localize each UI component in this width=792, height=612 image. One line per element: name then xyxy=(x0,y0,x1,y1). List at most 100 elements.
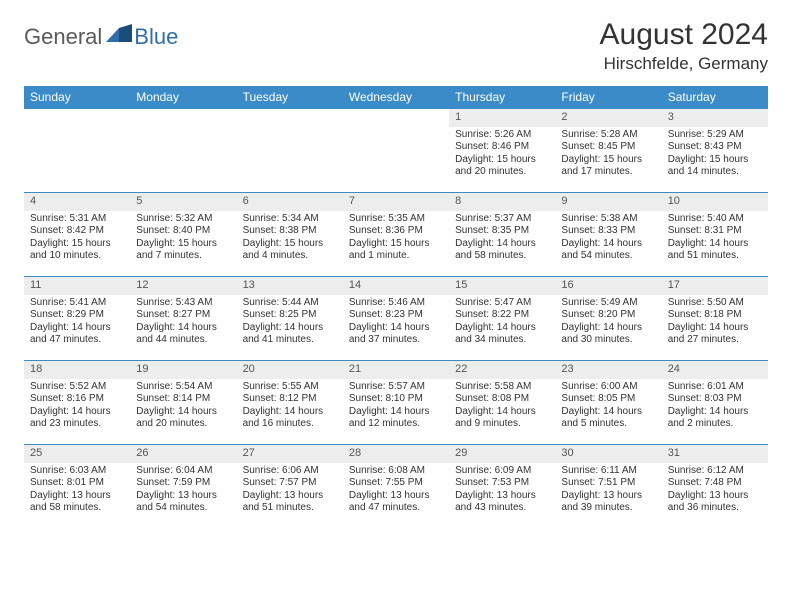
calendar-day-cell: 5Sunrise: 5:32 AMSunset: 8:40 PMDaylight… xyxy=(130,192,236,276)
daylight-line2: and 4 minutes. xyxy=(243,250,337,263)
daylight-line1: Daylight: 14 hours xyxy=(136,406,230,419)
daylight-line2: and 37 minutes. xyxy=(349,334,443,347)
calendar-page: General Blue August 2024 Hirschfelde, Ge… xyxy=(0,0,792,540)
daylight-line1: Daylight: 13 hours xyxy=(561,490,655,503)
daylight-line1: Daylight: 14 hours xyxy=(455,406,549,419)
sunrise-text: Sunrise: 5:41 AM xyxy=(30,297,124,310)
sunset-text: Sunset: 8:16 PM xyxy=(30,393,124,406)
daylight-line1: Daylight: 14 hours xyxy=(561,238,655,251)
day-header: Saturday xyxy=(662,86,768,108)
daylight-line1: Daylight: 14 hours xyxy=(349,406,443,419)
daylight-line2: and 39 minutes. xyxy=(561,502,655,515)
day-number: 7 xyxy=(343,192,449,211)
sunrise-text: Sunrise: 5:58 AM xyxy=(455,381,549,394)
calendar-day-cell xyxy=(237,108,343,192)
brand-text-2: Blue xyxy=(134,24,178,50)
daylight-line1: Daylight: 13 hours xyxy=(136,490,230,503)
day-body: Sunrise: 5:29 AMSunset: 8:43 PMDaylight:… xyxy=(662,127,768,183)
daylight-line2: and 51 minutes. xyxy=(243,502,337,515)
daylight-line2: and 9 minutes. xyxy=(455,418,549,431)
sunset-text: Sunset: 8:29 PM xyxy=(30,309,124,322)
brand-text-1: General xyxy=(24,24,102,50)
day-number: 25 xyxy=(24,444,130,463)
calendar-day-cell: 2Sunrise: 5:28 AMSunset: 8:45 PMDaylight… xyxy=(555,108,661,192)
empty-day xyxy=(130,108,236,126)
sunrise-text: Sunrise: 6:12 AM xyxy=(668,465,762,478)
sunrise-text: Sunrise: 5:50 AM xyxy=(668,297,762,310)
calendar-day-cell: 9Sunrise: 5:38 AMSunset: 8:33 PMDaylight… xyxy=(555,192,661,276)
daylight-line1: Daylight: 14 hours xyxy=(561,322,655,335)
day-body: Sunrise: 5:37 AMSunset: 8:35 PMDaylight:… xyxy=(449,211,555,267)
day-body: Sunrise: 5:32 AMSunset: 8:40 PMDaylight:… xyxy=(130,211,236,267)
calendar-day-cell: 4Sunrise: 5:31 AMSunset: 8:42 PMDaylight… xyxy=(24,192,130,276)
calendar-header-row: Sunday Monday Tuesday Wednesday Thursday… xyxy=(24,86,768,108)
daylight-line2: and 51 minutes. xyxy=(668,250,762,263)
calendar-day-cell: 15Sunrise: 5:47 AMSunset: 8:22 PMDayligh… xyxy=(449,276,555,360)
daylight-line1: Daylight: 14 hours xyxy=(243,322,337,335)
daylight-line2: and 17 minutes. xyxy=(561,166,655,179)
calendar-body: 1Sunrise: 5:26 AMSunset: 8:46 PMDaylight… xyxy=(24,108,768,528)
daylight-line1: Daylight: 13 hours xyxy=(30,490,124,503)
day-body: Sunrise: 6:11 AMSunset: 7:51 PMDaylight:… xyxy=(555,463,661,519)
day-body: Sunrise: 5:46 AMSunset: 8:23 PMDaylight:… xyxy=(343,295,449,351)
daylight-line1: Daylight: 14 hours xyxy=(30,406,124,419)
day-number: 3 xyxy=(662,108,768,127)
sunset-text: Sunset: 8:20 PM xyxy=(561,309,655,322)
calendar-day-cell: 23Sunrise: 6:00 AMSunset: 8:05 PMDayligh… xyxy=(555,360,661,444)
sunrise-text: Sunrise: 5:28 AM xyxy=(561,129,655,142)
day-number: 10 xyxy=(662,192,768,211)
sunrise-text: Sunrise: 5:34 AM xyxy=(243,213,337,226)
sunset-text: Sunset: 8:45 PM xyxy=(561,141,655,154)
sunset-text: Sunset: 8:10 PM xyxy=(349,393,443,406)
sunset-text: Sunset: 8:33 PM xyxy=(561,225,655,238)
day-body: Sunrise: 6:03 AMSunset: 8:01 PMDaylight:… xyxy=(24,463,130,519)
calendar-day-cell: 22Sunrise: 5:58 AMSunset: 8:08 PMDayligh… xyxy=(449,360,555,444)
day-number: 17 xyxy=(662,276,768,295)
daylight-line2: and 10 minutes. xyxy=(30,250,124,263)
calendar-week-row: 18Sunrise: 5:52 AMSunset: 8:16 PMDayligh… xyxy=(24,360,768,444)
sunrise-text: Sunrise: 6:00 AM xyxy=(561,381,655,394)
sunset-text: Sunset: 8:03 PM xyxy=(668,393,762,406)
calendar-day-cell: 3Sunrise: 5:29 AMSunset: 8:43 PMDaylight… xyxy=(662,108,768,192)
calendar-week-row: 11Sunrise: 5:41 AMSunset: 8:29 PMDayligh… xyxy=(24,276,768,360)
day-body: Sunrise: 5:26 AMSunset: 8:46 PMDaylight:… xyxy=(449,127,555,183)
sunrise-text: Sunrise: 5:40 AM xyxy=(668,213,762,226)
calendar-day-cell: 30Sunrise: 6:11 AMSunset: 7:51 PMDayligh… xyxy=(555,444,661,528)
sunset-text: Sunset: 7:53 PM xyxy=(455,477,549,490)
day-number: 18 xyxy=(24,360,130,379)
sunrise-text: Sunrise: 5:49 AM xyxy=(561,297,655,310)
day-body: Sunrise: 5:41 AMSunset: 8:29 PMDaylight:… xyxy=(24,295,130,351)
day-body: Sunrise: 5:34 AMSunset: 8:38 PMDaylight:… xyxy=(237,211,343,267)
day-number: 4 xyxy=(24,192,130,211)
daylight-line2: and 41 minutes. xyxy=(243,334,337,347)
daylight-line1: Daylight: 15 hours xyxy=(243,238,337,251)
sunset-text: Sunset: 8:31 PM xyxy=(668,225,762,238)
daylight-line2: and 58 minutes. xyxy=(30,502,124,515)
sunset-text: Sunset: 8:01 PM xyxy=(30,477,124,490)
sunrise-text: Sunrise: 5:54 AM xyxy=(136,381,230,394)
day-body: Sunrise: 5:35 AMSunset: 8:36 PMDaylight:… xyxy=(343,211,449,267)
day-body: Sunrise: 5:44 AMSunset: 8:25 PMDaylight:… xyxy=(237,295,343,351)
sunrise-text: Sunrise: 5:31 AM xyxy=(30,213,124,226)
day-body: Sunrise: 5:54 AMSunset: 8:14 PMDaylight:… xyxy=(130,379,236,435)
day-body: Sunrise: 6:09 AMSunset: 7:53 PMDaylight:… xyxy=(449,463,555,519)
sunrise-text: Sunrise: 6:04 AM xyxy=(136,465,230,478)
calendar-day-cell xyxy=(130,108,236,192)
daylight-line1: Daylight: 13 hours xyxy=(243,490,337,503)
daylight-line1: Daylight: 14 hours xyxy=(243,406,337,419)
day-number: 21 xyxy=(343,360,449,379)
calendar-day-cell: 8Sunrise: 5:37 AMSunset: 8:35 PMDaylight… xyxy=(449,192,555,276)
day-body: Sunrise: 6:06 AMSunset: 7:57 PMDaylight:… xyxy=(237,463,343,519)
daylight-line2: and 54 minutes. xyxy=(561,250,655,263)
sunrise-text: Sunrise: 5:35 AM xyxy=(349,213,443,226)
day-body: Sunrise: 5:47 AMSunset: 8:22 PMDaylight:… xyxy=(449,295,555,351)
daylight-line2: and 12 minutes. xyxy=(349,418,443,431)
calendar-day-cell: 27Sunrise: 6:06 AMSunset: 7:57 PMDayligh… xyxy=(237,444,343,528)
daylight-line2: and 34 minutes. xyxy=(455,334,549,347)
calendar-day-cell: 10Sunrise: 5:40 AMSunset: 8:31 PMDayligh… xyxy=(662,192,768,276)
sunrise-text: Sunrise: 5:52 AM xyxy=(30,381,124,394)
sunrise-text: Sunrise: 6:01 AM xyxy=(668,381,762,394)
day-body: Sunrise: 5:38 AMSunset: 8:33 PMDaylight:… xyxy=(555,211,661,267)
calendar-day-cell xyxy=(343,108,449,192)
sunrise-text: Sunrise: 6:09 AM xyxy=(455,465,549,478)
